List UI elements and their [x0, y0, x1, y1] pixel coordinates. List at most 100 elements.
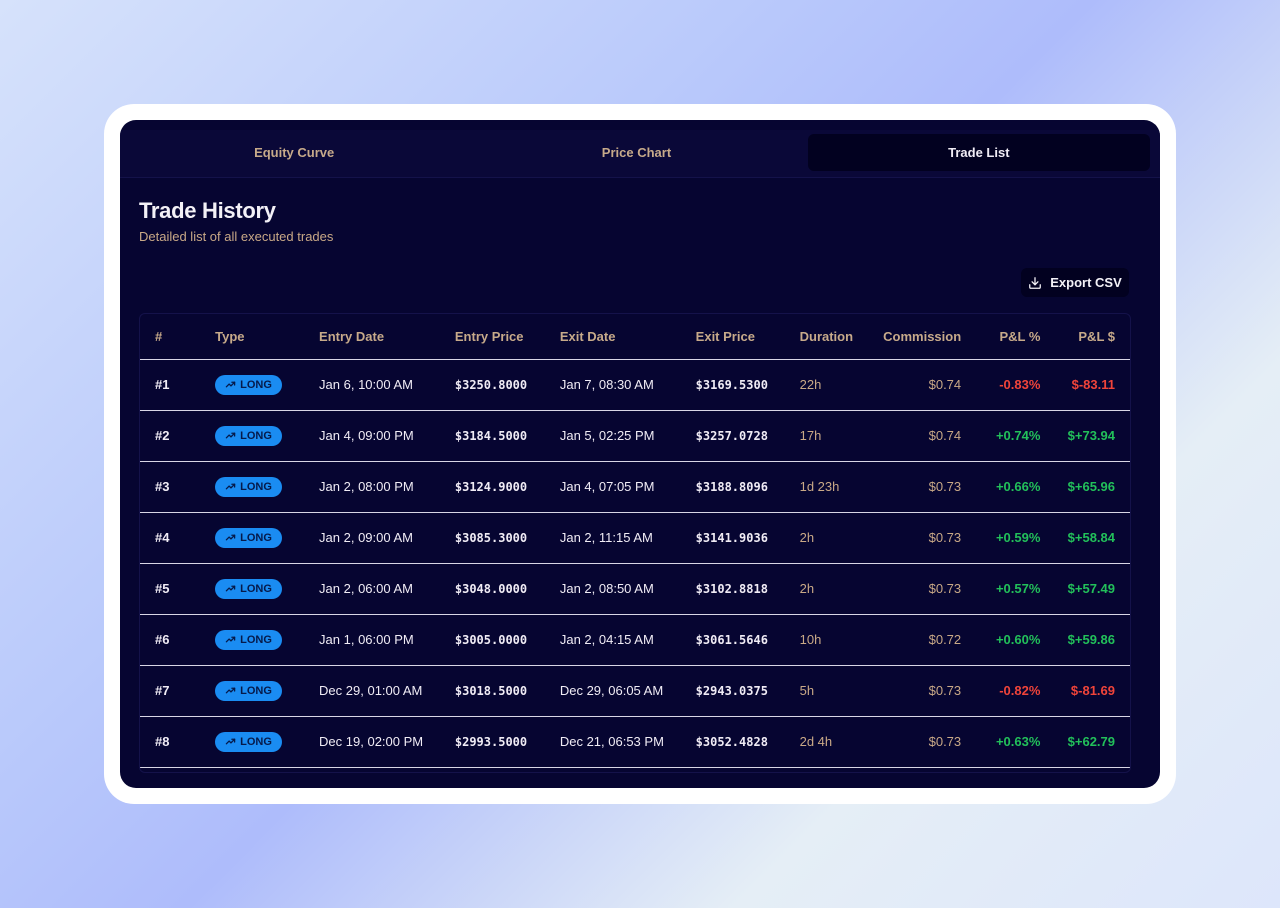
column-header-exit-price[interactable]: Exit Price	[695, 314, 800, 360]
pnl-usd-cell: $+58.84	[1040, 512, 1130, 564]
trade-id-cell: #7	[140, 665, 216, 717]
table-row[interactable]: #8 LONG Dec 19, 02:00 PM $2993.5000 Dec 21, …	[140, 716, 1130, 768]
entry-date-cell: Jan 4, 09:00 PM	[319, 410, 455, 462]
duration-cell: 2d 4h	[799, 716, 878, 768]
trade-type-label: LONG	[240, 633, 272, 646]
tab-price-chart[interactable]: Price Chart	[601, 145, 672, 160]
pnl-pct-cell: +0.59%	[961, 512, 1041, 564]
column-header-duration[interactable]: Duration	[799, 314, 878, 360]
exit-date-cell: Jan 5, 02:25 PM	[559, 410, 696, 462]
trade-type-cell: LONG	[215, 716, 320, 768]
trade-id-cell: #4	[140, 512, 216, 564]
trade-type-label: LONG	[240, 480, 272, 493]
column-header-pnl-usd[interactable]: P&L $	[1040, 314, 1130, 360]
exit-date-cell: Dec 29, 06:05 AM	[559, 665, 696, 717]
trade-type-cell: LONG	[215, 410, 320, 462]
commission-cell: $0.73	[877, 512, 962, 564]
table-header-row: # Type Entry Date Entry Price Exit Date …	[140, 314, 1130, 360]
table-row[interactable]: #4 LONG Jan 2, 09:00 AM $3085.3000 Jan 2, 11…	[140, 512, 1130, 564]
exit-date-cell: Jan 2, 08:50 AM	[559, 563, 696, 615]
trade-type-badge: LONG	[215, 629, 282, 650]
trending-up-icon	[225, 381, 236, 388]
entry-date-cell: Jan 1, 06:00 PM	[319, 614, 455, 666]
page-title: Trade History	[139, 198, 276, 223]
duration-cell: 1d 23h	[799, 461, 878, 513]
table-row[interactable]: #1 LONG Jan 6, 10:00 AM $3250.8000 Jan 7, 08…	[140, 359, 1130, 411]
pnl-pct-cell: -0.82%	[961, 665, 1041, 717]
trade-type-cell: LONG	[215, 665, 320, 717]
entry-date-cell: Jan 6, 10:00 AM	[319, 359, 455, 411]
commission-cell: $0.73	[877, 563, 962, 615]
commission-cell: $0.73	[877, 716, 962, 768]
trade-type-badge: LONG	[215, 731, 282, 752]
column-header-exit-date[interactable]: Exit Date	[559, 314, 696, 360]
page-subtitle: Detailed list of all executed trades	[139, 229, 334, 244]
entry-date-cell: Dec 19, 02:00 PM	[319, 716, 455, 768]
trade-type-badge: LONG	[215, 374, 282, 395]
trending-up-icon	[225, 738, 236, 745]
column-header-commission[interactable]: Commission	[877, 314, 962, 360]
trade-type-cell: LONG	[215, 512, 320, 564]
trade-type-cell: LONG	[215, 614, 320, 666]
commission-cell: $0.73	[877, 461, 962, 513]
table-row[interactable]: #5 LONG Jan 2, 06:00 AM $3048.0000 Jan 2, 08…	[140, 563, 1130, 615]
trade-type-label: LONG	[240, 582, 272, 595]
duration-cell: 22h	[799, 359, 878, 411]
exit-date-cell: Jan 2, 11:15 AM	[559, 512, 696, 564]
table-row[interactable]: #3 LONG Jan 2, 08:00 PM $3124.9000 Jan 4, 07…	[140, 461, 1130, 513]
trade-type-label: LONG	[240, 531, 272, 544]
pnl-usd-cell: $+62.79	[1040, 716, 1130, 768]
entry-date-cell: Jan 2, 09:00 AM	[319, 512, 455, 564]
entry-price-cell: $3184.5000	[454, 410, 560, 462]
exit-price-cell: $2943.0375	[695, 665, 800, 717]
exit-price-cell: $3052.4828	[695, 716, 800, 768]
entry-price-cell: $3018.5000	[454, 665, 560, 717]
exit-price-cell: $3257.0728	[695, 410, 800, 462]
trending-up-icon	[225, 432, 236, 439]
column-header-type[interactable]: Type	[215, 314, 320, 360]
trade-type-label: LONG	[240, 378, 272, 391]
trending-up-icon	[225, 636, 236, 643]
table-row[interactable]: #7 LONG Dec 29, 01:00 AM $3018.5000 Dec 29, …	[140, 665, 1130, 717]
entry-price-cell: $3048.0000	[454, 563, 560, 615]
column-header-index[interactable]: #	[140, 314, 216, 360]
export-csv-button[interactable]: Export CSV	[1021, 268, 1129, 297]
trade-id-cell: #8	[140, 716, 216, 768]
trade-type-cell: LONG	[215, 359, 320, 411]
trade-id-cell: #3	[140, 461, 216, 513]
pnl-usd-cell: $-83.11	[1040, 359, 1130, 411]
trending-up-icon	[225, 534, 236, 541]
table-row[interactable]: #2 LONG Jan 4, 09:00 PM $3184.5000 Jan 5, 02…	[140, 410, 1130, 462]
duration-cell: 5h	[799, 665, 878, 717]
trade-type-cell: LONG	[215, 461, 320, 513]
trade-id-cell: #6	[140, 614, 216, 666]
trade-type-label: LONG	[240, 429, 272, 442]
pnl-usd-cell: $+65.96	[1040, 461, 1130, 513]
pnl-usd-cell: $+73.94	[1040, 410, 1130, 462]
column-header-entry-date[interactable]: Entry Date	[319, 314, 455, 360]
app-window: Equity Curve Price Chart Trade List Trad…	[120, 120, 1160, 788]
trade-table-container: # Type Entry Date Entry Price Exit Date …	[139, 313, 1131, 773]
exit-price-cell: $3061.5646	[695, 614, 800, 666]
table-row[interactable]: #6 LONG Jan 1, 06:00 PM $3005.0000 Jan 2, 04…	[140, 614, 1130, 666]
page-heading: Trade History Detailed list of all execu…	[139, 198, 333, 244]
exit-price-cell: $3102.8818	[695, 563, 800, 615]
trending-up-icon	[225, 585, 236, 592]
column-header-pnl-pct[interactable]: P&L %	[961, 314, 1041, 360]
duration-cell: 17h	[799, 410, 878, 462]
commission-cell: $0.74	[877, 410, 962, 462]
tab-trade-list[interactable]: Trade List	[807, 134, 1150, 171]
exit-price-cell: $3188.8096	[695, 461, 800, 513]
column-header-entry-price[interactable]: Entry Price	[454, 314, 560, 360]
tab-equity-curve[interactable]: Equity Curve	[254, 145, 335, 160]
download-icon	[1029, 276, 1042, 289]
entry-price-cell: $3005.0000	[454, 614, 560, 666]
exit-date-cell: Jan 4, 07:05 PM	[559, 461, 696, 513]
trade-type-label: LONG	[240, 735, 272, 748]
duration-cell: 2h	[799, 563, 878, 615]
duration-cell: 10h	[799, 614, 878, 666]
exit-price-cell: $3169.5300	[695, 359, 800, 411]
exit-date-cell: Jan 7, 08:30 AM	[559, 359, 696, 411]
duration-cell: 2h	[799, 512, 878, 564]
commission-cell: $0.74	[877, 359, 962, 411]
